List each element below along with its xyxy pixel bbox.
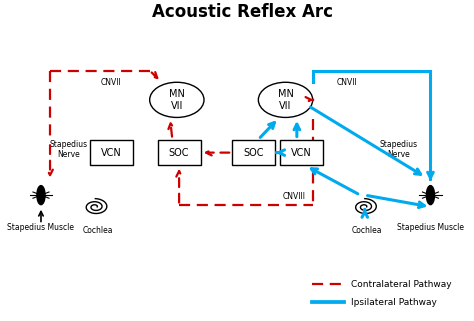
Bar <box>280 140 323 165</box>
Text: Cochlea: Cochlea <box>82 226 113 235</box>
Text: Stapedius
Nerve: Stapedius Nerve <box>49 140 87 160</box>
Text: CNVII: CNVII <box>101 78 121 87</box>
Text: Stapedius Muscle: Stapedius Muscle <box>397 223 464 232</box>
Text: Stapedius
Nerve: Stapedius Nerve <box>380 140 418 160</box>
Bar <box>90 140 133 165</box>
Ellipse shape <box>37 186 45 205</box>
Text: SOC: SOC <box>244 148 264 158</box>
Text: VCN: VCN <box>291 148 312 158</box>
Title: Acoustic Reflex Arc: Acoustic Reflex Arc <box>152 3 333 21</box>
Text: Stapedius Muscle: Stapedius Muscle <box>8 223 74 232</box>
Circle shape <box>150 82 204 117</box>
Text: VCN: VCN <box>101 148 121 158</box>
Ellipse shape <box>427 186 435 205</box>
Legend: Contralateral Pathway, Ipsilateral Pathway: Contralateral Pathway, Ipsilateral Pathw… <box>309 276 456 311</box>
Text: SOC: SOC <box>169 148 189 158</box>
Text: CNVIII: CNVIII <box>283 192 306 201</box>
Bar <box>232 140 275 165</box>
Text: MN
VII: MN VII <box>169 89 185 111</box>
Text: Cochlea: Cochlea <box>352 226 383 235</box>
Circle shape <box>258 82 313 117</box>
Text: MN
VII: MN VII <box>278 89 293 111</box>
Text: CNVII: CNVII <box>336 78 357 87</box>
Bar <box>157 140 201 165</box>
